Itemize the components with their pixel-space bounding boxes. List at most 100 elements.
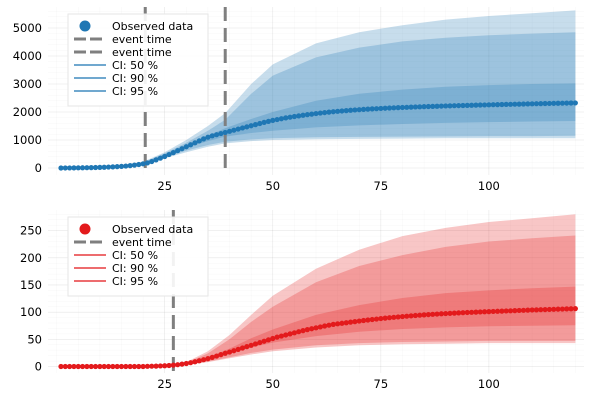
data-point: [131, 162, 138, 168]
data-point: [222, 129, 228, 136]
data-point: [101, 164, 107, 170]
data-point: [123, 363, 129, 370]
data-point: [486, 102, 492, 108]
data-point: [568, 306, 574, 312]
y-tick-label: 100: [20, 305, 42, 319]
data-point: [58, 363, 64, 370]
data-point: [386, 315, 393, 321]
data-point: [512, 101, 518, 107]
data-point: [481, 102, 488, 108]
data-point: [538, 101, 544, 107]
data-point: [343, 108, 349, 114]
data-point: [261, 119, 267, 125]
data-point: [473, 102, 479, 108]
data-point: [231, 127, 237, 133]
data-point: [105, 363, 112, 370]
data-point: [542, 306, 548, 313]
data-point: [382, 105, 388, 111]
data-point: [218, 130, 224, 137]
data-point: [300, 112, 306, 118]
data-point: [317, 110, 323, 116]
data-point: [546, 306, 553, 313]
x-tick-label: 50: [265, 377, 280, 391]
y-tick-label: 2000: [13, 105, 42, 119]
data-point: [67, 363, 73, 370]
data-point: [283, 332, 289, 338]
data-point: [248, 123, 254, 129]
data-point: [226, 128, 233, 134]
data-point: [326, 322, 332, 328]
data-point: [127, 363, 133, 370]
legend-marker: [79, 20, 91, 32]
data-point: [352, 319, 358, 325]
x-tick-label: 100: [478, 179, 500, 193]
data-point: [79, 165, 86, 171]
data-point: [196, 138, 202, 144]
data-point: [136, 161, 142, 168]
data-point: [339, 108, 345, 114]
data-point: [434, 311, 440, 317]
data-point: [144, 363, 151, 369]
data-point: [62, 165, 68, 171]
data-point: [144, 160, 151, 166]
y-tick-label: 250: [20, 224, 42, 238]
data-point: [399, 313, 406, 320]
data-point: [373, 316, 380, 322]
y-tick-label: 50: [27, 332, 42, 346]
x-tick-label: 25: [157, 377, 172, 391]
data-point: [412, 104, 419, 110]
data-point: [360, 317, 367, 324]
data-point: [209, 354, 215, 360]
data-point: [149, 363, 155, 369]
data-point: [382, 315, 388, 321]
data-point: [183, 144, 189, 150]
data-point: [196, 358, 202, 364]
data-point: [469, 102, 475, 108]
data-point: [58, 165, 64, 171]
data-point: [559, 306, 565, 312]
data-point: [278, 116, 285, 122]
data-point: [218, 352, 224, 358]
data-point: [494, 308, 501, 314]
data-point: [304, 327, 310, 333]
data-point: [140, 363, 146, 370]
data-point: [179, 146, 185, 152]
data-point: [568, 100, 574, 106]
data-point: [131, 363, 138, 370]
y-tick-label: 3000: [13, 77, 42, 91]
data-point: [110, 363, 116, 370]
data-point: [296, 113, 302, 119]
data-point: [213, 353, 220, 359]
data-point: [572, 306, 578, 312]
data-point: [538, 307, 544, 313]
data-point: [261, 338, 267, 344]
data-point: [92, 164, 99, 171]
data-point: [551, 306, 557, 312]
legend-label: event time: [112, 33, 172, 46]
data-point: [356, 107, 362, 113]
data-point: [265, 337, 272, 343]
data-point: [529, 101, 535, 107]
data-point: [460, 310, 466, 316]
data-point: [486, 309, 492, 315]
data-point: [322, 323, 328, 329]
data-point: [447, 310, 453, 316]
data-point: [395, 314, 401, 320]
data-point: [525, 101, 531, 107]
data-point: [460, 102, 466, 109]
data-point: [114, 164, 120, 170]
data-point: [213, 132, 220, 138]
data-point: [546, 100, 553, 107]
data-point: [313, 325, 319, 331]
data-point: [79, 363, 86, 370]
data-point: [559, 100, 565, 106]
data-point: [192, 359, 198, 365]
data-point: [551, 100, 557, 106]
data-point: [503, 308, 509, 314]
data-point: [226, 349, 233, 355]
data-point: [326, 109, 332, 115]
data-point: [175, 362, 181, 368]
